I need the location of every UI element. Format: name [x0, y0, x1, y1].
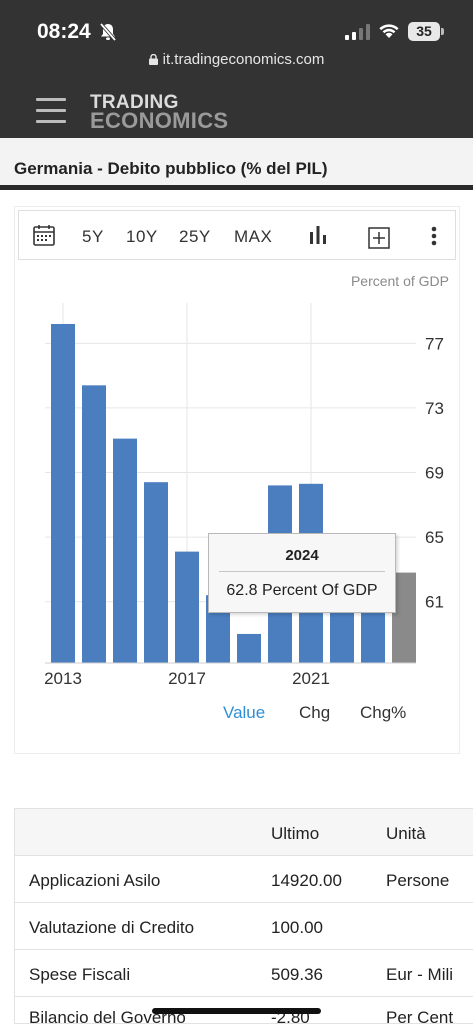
chart-tooltip: 2024 62.8 Percent Of GDP: [208, 533, 396, 613]
table-row[interactable]: Spese Fiscali 509.36 Eur - Mili: [15, 950, 473, 997]
row-name[interactable]: Bilancio del Governo: [29, 1008, 186, 1024]
tooltip-year: 2024: [285, 547, 319, 564]
range-10y-button[interactable]: 10Y: [126, 227, 158, 246]
row-name[interactable]: Valutazione di Credito: [29, 918, 195, 937]
wifi-icon: [379, 24, 399, 38]
tooltip-value: 62.8 Percent Of GDP: [226, 582, 378, 599]
browser-top-bar: 08:24 35 it.tradingeconomics.com: [0, 0, 473, 138]
tab-chg[interactable]: Chg: [299, 703, 331, 722]
bar-2019: [237, 633, 261, 663]
chart-toolbar: 5Y 10Y 25Y MAX: [18, 210, 456, 260]
y-tick-label: 65: [425, 528, 444, 547]
table-header-ultimo: Ultimo: [271, 824, 320, 843]
add-indicator-icon[interactable]: [368, 227, 390, 249]
logo-line-2: ECONOMICS: [90, 108, 229, 133]
row-name[interactable]: Spese Fiscali: [29, 965, 131, 984]
bar-2015: [113, 438, 137, 663]
y-tick-label: 69: [425, 464, 444, 483]
tab-value[interactable]: Value: [223, 703, 266, 722]
lock-icon: [148, 54, 158, 65]
table-header-unita: Unità: [386, 824, 426, 843]
bar-2014: [82, 385, 106, 663]
chart-card: 5Y 10Y 25Y MAX Percent of GDP 61 65 69 73 77 2…: [14, 206, 460, 754]
page-title-bar: Germania - Debito pubblico (% del PIL): [0, 138, 473, 190]
x-tick-label: 2013: [44, 669, 82, 687]
bell-muted-icon: [99, 22, 117, 42]
y-tick-label: 73: [425, 399, 444, 418]
bar-2024: [392, 572, 416, 663]
table-header-row: Ultimo Unità: [15, 809, 473, 856]
table-row[interactable]: Applicazioni Asilo 14920.00 Persone: [15, 856, 473, 903]
calendar-icon[interactable]: [33, 224, 55, 246]
logo-line-1: TRADING: [90, 92, 179, 113]
home-indicator: [152, 1008, 321, 1014]
row-unit: Per Cent: [386, 1008, 454, 1024]
y-tick-label: 77: [425, 334, 444, 353]
row-value: 14920.00: [271, 871, 342, 890]
more-options-icon[interactable]: [431, 226, 437, 246]
x-tick-label: 2017: [168, 669, 206, 687]
status-time: 08:24: [37, 20, 91, 43]
unit-label: Percent of GDP: [351, 273, 449, 289]
x-tick-label: 2021: [292, 669, 330, 687]
range-5y-button[interactable]: 5Y: [82, 227, 104, 246]
bar-2016: [144, 482, 168, 663]
y-tick-label: 61: [425, 593, 444, 612]
table-row[interactable]: Valutazione di Credito 100.00: [15, 903, 473, 950]
row-name[interactable]: Applicazioni Asilo: [29, 871, 161, 890]
bar-2017: [175, 551, 199, 663]
url-text: it.tradingeconomics.com: [162, 51, 325, 68]
tooltip-divider: [219, 571, 385, 572]
page-title: Germania - Debito pubblico (% del PIL): [14, 159, 328, 178]
battery-tip: [441, 28, 444, 35]
range-25y-button[interactable]: 25Y: [179, 227, 211, 246]
row-value: 509.36: [271, 965, 323, 984]
row-unit: Eur - Mili: [386, 965, 454, 984]
trading-economics-logo[interactable]: TRADING ECONOMICS: [90, 92, 229, 133]
address-bar[interactable]: it.tradingeconomics.com: [0, 51, 473, 68]
range-max-button[interactable]: MAX: [234, 227, 273, 246]
bar-2013: [51, 323, 75, 663]
chart-type-bar-icon[interactable]: [309, 226, 327, 244]
cell-signal-icon: [345, 24, 370, 40]
row-value: 100.00: [271, 918, 323, 937]
row-unit: Persone: [386, 871, 450, 890]
battery-indicator: 35: [408, 22, 440, 41]
tab-chg-percent[interactable]: Chg%: [360, 703, 407, 722]
indicators-table: Ultimo Unità Applicazioni Asilo 14920.00…: [14, 808, 473, 1024]
debt-bar-chart: Percent of GDP 61 65 69 73 77 2013 2017 2021: [44, 273, 449, 687]
menu-hamburger-icon[interactable]: [36, 98, 66, 124]
